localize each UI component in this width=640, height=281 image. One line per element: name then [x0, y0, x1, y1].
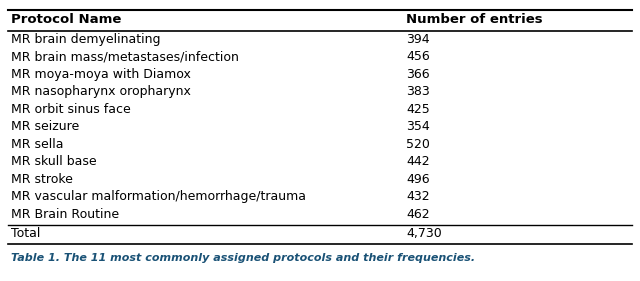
Text: 456: 456 — [406, 50, 430, 63]
Text: Total: Total — [11, 227, 40, 240]
Text: Protocol Name: Protocol Name — [11, 13, 122, 26]
Text: MR brain demyelinating: MR brain demyelinating — [11, 33, 161, 46]
Text: 425: 425 — [406, 103, 430, 116]
Text: MR skull base: MR skull base — [11, 155, 97, 168]
Text: MR sella: MR sella — [11, 138, 63, 151]
Text: Number of entries: Number of entries — [406, 13, 543, 26]
Text: MR brain mass/metastases/infection: MR brain mass/metastases/infection — [11, 50, 239, 63]
Text: MR stroke: MR stroke — [11, 173, 73, 186]
Text: 383: 383 — [406, 85, 430, 98]
Text: 462: 462 — [406, 208, 429, 221]
Text: 496: 496 — [406, 173, 429, 186]
Text: MR moya-moya with Diamox: MR moya-moya with Diamox — [11, 68, 191, 81]
Text: MR seizure: MR seizure — [11, 120, 79, 133]
Text: 4,730: 4,730 — [406, 227, 442, 240]
Text: MR orbit sinus face: MR orbit sinus face — [11, 103, 131, 116]
Text: 366: 366 — [406, 68, 429, 81]
Text: 520: 520 — [406, 138, 430, 151]
Text: Table 1. The 11 most commonly assigned protocols and their frequencies.: Table 1. The 11 most commonly assigned p… — [11, 253, 475, 263]
Text: 432: 432 — [406, 191, 429, 203]
Text: MR vascular malformation/hemorrhage/trauma: MR vascular malformation/hemorrhage/trau… — [11, 191, 306, 203]
Text: MR nasopharynx oropharynx: MR nasopharynx oropharynx — [11, 85, 191, 98]
Text: 394: 394 — [406, 33, 429, 46]
Text: MR Brain Routine: MR Brain Routine — [11, 208, 119, 221]
Text: 442: 442 — [406, 155, 429, 168]
Text: 354: 354 — [406, 120, 430, 133]
